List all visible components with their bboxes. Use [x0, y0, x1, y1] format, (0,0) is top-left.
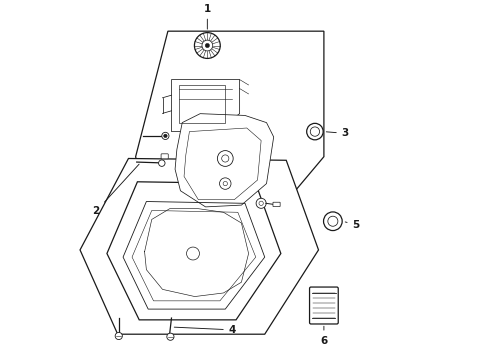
- FancyBboxPatch shape: [273, 202, 280, 207]
- Circle shape: [256, 198, 266, 208]
- Circle shape: [187, 247, 199, 260]
- Text: 1: 1: [204, 4, 211, 29]
- Polygon shape: [136, 31, 324, 235]
- Circle shape: [195, 33, 220, 58]
- Circle shape: [159, 160, 165, 166]
- Text: 4: 4: [174, 325, 236, 335]
- Circle shape: [310, 127, 319, 136]
- Polygon shape: [80, 158, 318, 334]
- Circle shape: [328, 216, 338, 226]
- Circle shape: [164, 134, 167, 138]
- Circle shape: [167, 333, 174, 340]
- Text: 3: 3: [326, 129, 349, 138]
- Circle shape: [259, 201, 263, 206]
- Circle shape: [205, 43, 210, 48]
- Circle shape: [323, 212, 342, 230]
- Circle shape: [221, 155, 229, 162]
- Circle shape: [218, 150, 233, 166]
- Text: 5: 5: [345, 220, 360, 230]
- Circle shape: [223, 181, 227, 186]
- Polygon shape: [107, 182, 281, 320]
- FancyBboxPatch shape: [161, 154, 168, 159]
- Polygon shape: [175, 114, 274, 207]
- FancyBboxPatch shape: [310, 287, 338, 324]
- Text: 6: 6: [320, 326, 327, 346]
- Polygon shape: [172, 80, 240, 132]
- Circle shape: [220, 178, 231, 189]
- Circle shape: [115, 332, 122, 339]
- Text: 2: 2: [93, 164, 139, 216]
- Circle shape: [307, 123, 323, 140]
- Circle shape: [162, 132, 169, 139]
- Circle shape: [202, 40, 213, 51]
